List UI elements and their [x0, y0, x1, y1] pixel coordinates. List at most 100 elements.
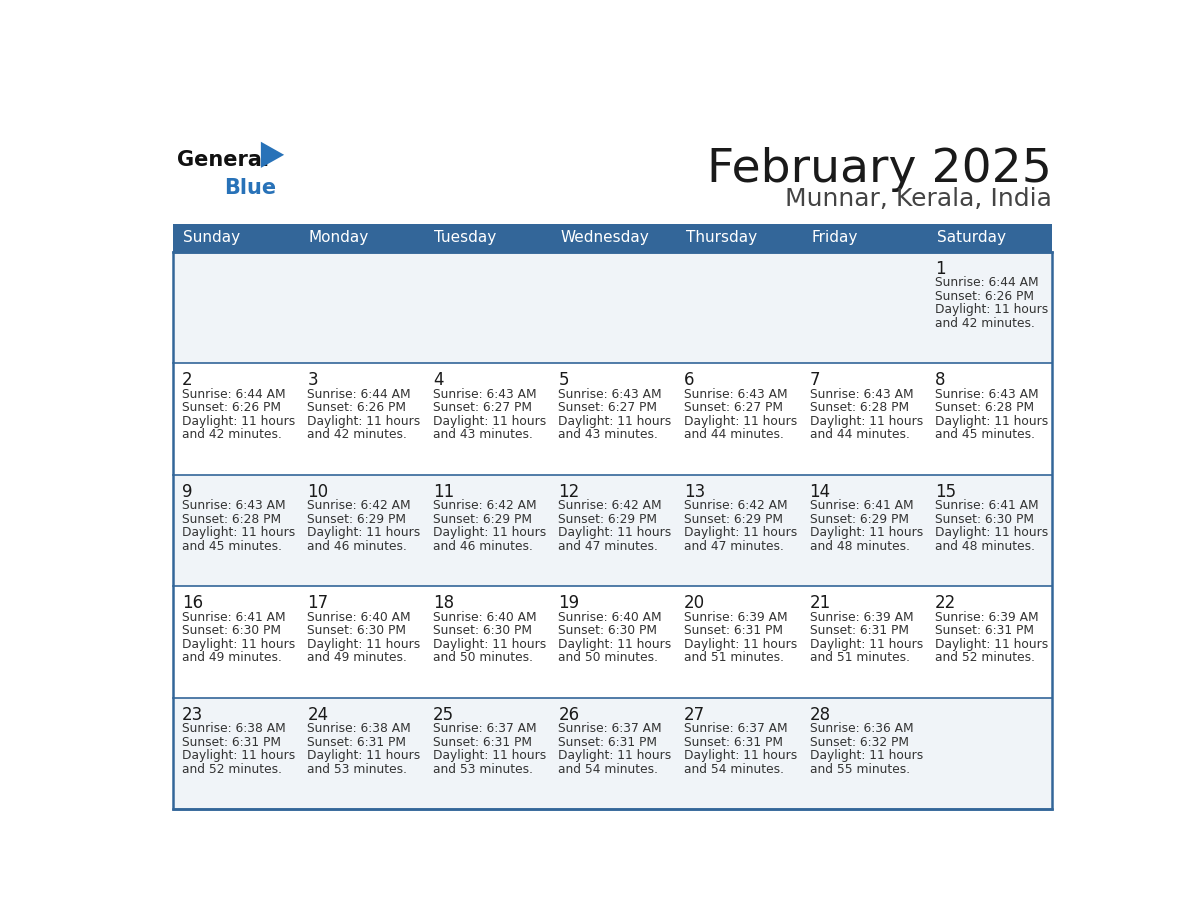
Text: 27: 27: [684, 706, 706, 723]
Text: 12: 12: [558, 483, 580, 500]
Text: and 47 minutes.: and 47 minutes.: [558, 540, 658, 553]
Text: Sunrise: 6:41 AM: Sunrise: 6:41 AM: [809, 499, 914, 512]
Text: Daylight: 11 hours: Daylight: 11 hours: [308, 415, 421, 428]
Text: 18: 18: [432, 594, 454, 612]
Text: Daylight: 11 hours: Daylight: 11 hours: [182, 638, 295, 651]
Text: Sunset: 6:29 PM: Sunset: 6:29 PM: [684, 513, 783, 526]
Text: and 42 minutes.: and 42 minutes.: [935, 317, 1035, 330]
Text: General: General: [177, 151, 270, 171]
Text: 23: 23: [182, 706, 203, 723]
Text: Sunrise: 6:43 AM: Sunrise: 6:43 AM: [935, 388, 1038, 401]
Text: Sunset: 6:27 PM: Sunset: 6:27 PM: [432, 401, 532, 414]
Text: Sunrise: 6:39 AM: Sunrise: 6:39 AM: [809, 611, 914, 624]
Text: 25: 25: [432, 706, 454, 723]
Bar: [173, 475, 1053, 587]
Text: Sunrise: 6:43 AM: Sunrise: 6:43 AM: [182, 499, 285, 512]
Text: Wednesday: Wednesday: [560, 230, 649, 245]
Text: 9: 9: [182, 483, 192, 500]
Text: Thursday: Thursday: [685, 230, 757, 245]
Text: Sunset: 6:26 PM: Sunset: 6:26 PM: [935, 290, 1034, 303]
Text: 17: 17: [308, 594, 329, 612]
Text: Sunrise: 6:42 AM: Sunrise: 6:42 AM: [308, 499, 411, 512]
Text: Sunset: 6:30 PM: Sunset: 6:30 PM: [558, 624, 657, 637]
Text: 11: 11: [432, 483, 454, 500]
Text: and 49 minutes.: and 49 minutes.: [182, 652, 282, 665]
Text: Daylight: 11 hours: Daylight: 11 hours: [432, 749, 546, 763]
Bar: [550, 224, 676, 252]
Bar: [676, 224, 801, 252]
Text: and 53 minutes.: and 53 minutes.: [432, 763, 533, 776]
Text: Munnar, Kerala, India: Munnar, Kerala, India: [785, 187, 1053, 211]
Text: 15: 15: [935, 483, 956, 500]
Text: Sunrise: 6:40 AM: Sunrise: 6:40 AM: [308, 611, 411, 624]
Text: Sunrise: 6:43 AM: Sunrise: 6:43 AM: [432, 388, 537, 401]
Text: 8: 8: [935, 371, 946, 389]
Text: Sunset: 6:27 PM: Sunset: 6:27 PM: [558, 401, 657, 414]
Text: and 46 minutes.: and 46 minutes.: [308, 540, 407, 553]
Text: 5: 5: [558, 371, 569, 389]
Text: Sunrise: 6:40 AM: Sunrise: 6:40 AM: [558, 611, 662, 624]
Text: Daylight: 11 hours: Daylight: 11 hours: [182, 526, 295, 540]
Text: 24: 24: [308, 706, 329, 723]
Text: Sunset: 6:30 PM: Sunset: 6:30 PM: [308, 624, 406, 637]
Text: and 50 minutes.: and 50 minutes.: [558, 652, 658, 665]
Text: and 46 minutes.: and 46 minutes.: [432, 540, 532, 553]
Text: and 54 minutes.: and 54 minutes.: [684, 763, 784, 776]
Bar: [173, 587, 1053, 698]
Text: and 55 minutes.: and 55 minutes.: [809, 763, 910, 776]
Text: Sunset: 6:31 PM: Sunset: 6:31 PM: [935, 624, 1034, 637]
Text: Daylight: 11 hours: Daylight: 11 hours: [432, 638, 546, 651]
Text: 3: 3: [308, 371, 318, 389]
Text: Sunset: 6:28 PM: Sunset: 6:28 PM: [182, 513, 280, 526]
Bar: [424, 224, 550, 252]
Text: Sunrise: 6:40 AM: Sunrise: 6:40 AM: [432, 611, 537, 624]
Text: Sunset: 6:29 PM: Sunset: 6:29 PM: [558, 513, 657, 526]
Text: Sunrise: 6:44 AM: Sunrise: 6:44 AM: [935, 276, 1038, 289]
Bar: [173, 252, 1053, 810]
Text: Sunset: 6:28 PM: Sunset: 6:28 PM: [935, 401, 1035, 414]
Text: Daylight: 11 hours: Daylight: 11 hours: [182, 415, 295, 428]
Text: 22: 22: [935, 594, 956, 612]
Text: and 50 minutes.: and 50 minutes.: [432, 652, 533, 665]
Text: and 49 minutes.: and 49 minutes.: [308, 652, 407, 665]
Text: Saturday: Saturday: [936, 230, 1006, 245]
Text: Daylight: 11 hours: Daylight: 11 hours: [935, 526, 1048, 540]
Text: and 53 minutes.: and 53 minutes.: [308, 763, 407, 776]
Text: Sunrise: 6:43 AM: Sunrise: 6:43 AM: [809, 388, 914, 401]
Text: Daylight: 11 hours: Daylight: 11 hours: [558, 749, 671, 763]
Text: 19: 19: [558, 594, 580, 612]
Text: 13: 13: [684, 483, 706, 500]
Text: Sunset: 6:27 PM: Sunset: 6:27 PM: [684, 401, 783, 414]
Text: Daylight: 11 hours: Daylight: 11 hours: [809, 526, 923, 540]
Bar: [927, 224, 1053, 252]
Text: 1: 1: [935, 260, 946, 277]
Text: Sunrise: 6:36 AM: Sunrise: 6:36 AM: [809, 722, 914, 735]
Text: Monday: Monday: [309, 230, 369, 245]
Text: Sunset: 6:29 PM: Sunset: 6:29 PM: [308, 513, 406, 526]
Text: Sunrise: 6:39 AM: Sunrise: 6:39 AM: [935, 611, 1038, 624]
Text: and 42 minutes.: and 42 minutes.: [182, 429, 282, 442]
Text: Sunrise: 6:44 AM: Sunrise: 6:44 AM: [182, 388, 285, 401]
Text: and 52 minutes.: and 52 minutes.: [935, 652, 1035, 665]
Text: Sunset: 6:31 PM: Sunset: 6:31 PM: [308, 736, 406, 749]
Text: and 43 minutes.: and 43 minutes.: [558, 429, 658, 442]
Text: Daylight: 11 hours: Daylight: 11 hours: [935, 304, 1048, 317]
Text: and 54 minutes.: and 54 minutes.: [558, 763, 658, 776]
Text: Sunset: 6:32 PM: Sunset: 6:32 PM: [809, 736, 909, 749]
Text: Sunset: 6:31 PM: Sunset: 6:31 PM: [432, 736, 532, 749]
Text: Sunrise: 6:43 AM: Sunrise: 6:43 AM: [558, 388, 662, 401]
Text: Sunrise: 6:37 AM: Sunrise: 6:37 AM: [684, 722, 788, 735]
Text: Daylight: 11 hours: Daylight: 11 hours: [308, 638, 421, 651]
Text: Daylight: 11 hours: Daylight: 11 hours: [308, 526, 421, 540]
Text: Sunrise: 6:41 AM: Sunrise: 6:41 AM: [182, 611, 285, 624]
Text: and 51 minutes.: and 51 minutes.: [809, 652, 910, 665]
Text: Daylight: 11 hours: Daylight: 11 hours: [935, 415, 1048, 428]
Text: Sunset: 6:30 PM: Sunset: 6:30 PM: [182, 624, 280, 637]
Text: Sunset: 6:26 PM: Sunset: 6:26 PM: [308, 401, 406, 414]
Text: Daylight: 11 hours: Daylight: 11 hours: [558, 638, 671, 651]
Text: Sunrise: 6:41 AM: Sunrise: 6:41 AM: [935, 499, 1038, 512]
Text: Sunset: 6:31 PM: Sunset: 6:31 PM: [558, 736, 657, 749]
Text: and 45 minutes.: and 45 minutes.: [182, 540, 282, 553]
Text: Sunset: 6:30 PM: Sunset: 6:30 PM: [432, 624, 532, 637]
Text: 16: 16: [182, 594, 203, 612]
